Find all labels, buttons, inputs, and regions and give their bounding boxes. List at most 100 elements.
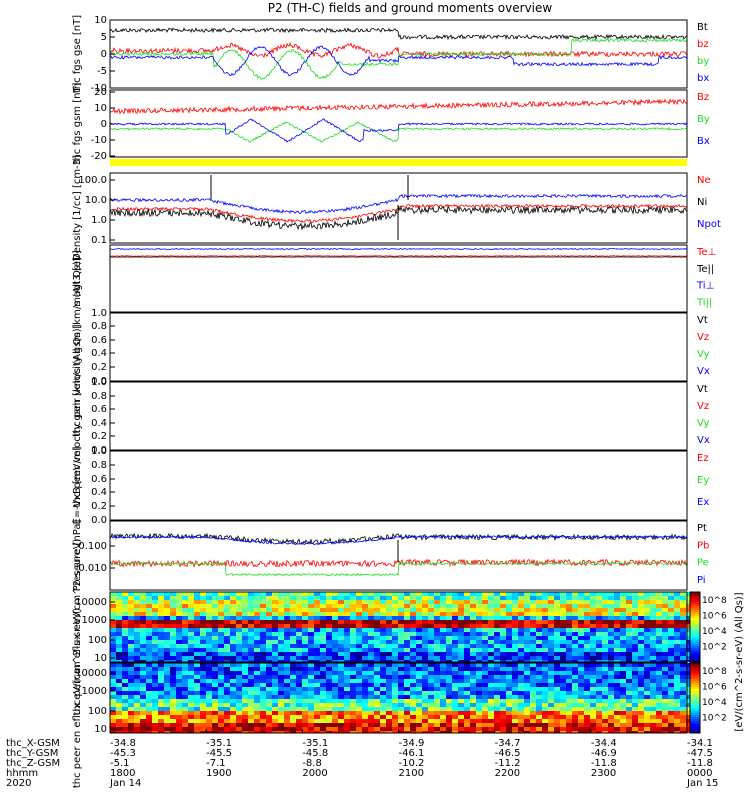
spectro-cell bbox=[386, 644, 392, 648]
spectro-cell bbox=[122, 727, 128, 731]
spectro-cell bbox=[590, 719, 596, 723]
spectro-cell bbox=[686, 600, 692, 604]
spectro-cell bbox=[524, 640, 530, 644]
spectro-cell bbox=[254, 600, 260, 604]
spectro-cell bbox=[488, 608, 494, 612]
spectro-cell bbox=[290, 691, 296, 695]
spectro-cell bbox=[512, 624, 518, 628]
x-tick-label: 0000 bbox=[687, 768, 712, 779]
spectro-cell bbox=[338, 679, 344, 683]
spectro-cell bbox=[302, 592, 308, 596]
spectro-cell bbox=[278, 604, 284, 608]
spectro-cell bbox=[680, 648, 686, 652]
spectro-cell bbox=[440, 616, 446, 620]
spectro-cell bbox=[548, 640, 554, 644]
spectro-cell bbox=[410, 731, 416, 733]
spectro-cell bbox=[560, 707, 566, 711]
spectro-cell bbox=[146, 667, 152, 671]
spectro-cell bbox=[152, 604, 158, 608]
spectro-cell bbox=[620, 624, 626, 628]
spectro-cell bbox=[200, 723, 206, 727]
spectro-cell bbox=[524, 679, 530, 683]
spectro-cell bbox=[242, 663, 248, 667]
spectro-cell bbox=[116, 612, 122, 616]
spectro-cell bbox=[386, 695, 392, 699]
spectro-cell bbox=[404, 711, 410, 715]
spectro-cell bbox=[404, 612, 410, 616]
colorbar-cell bbox=[690, 604, 700, 606]
spectro-cell bbox=[302, 679, 308, 683]
spectro-cell bbox=[212, 632, 218, 636]
spectro-cell bbox=[638, 640, 644, 644]
spectro-cell bbox=[638, 608, 644, 612]
spectro-cell bbox=[260, 731, 266, 733]
spectro-cell bbox=[116, 624, 122, 628]
spectro-cell bbox=[272, 695, 278, 699]
y-axis-label: thc peer velocity gsm [km/s (All Qs)] bbox=[72, 324, 83, 507]
spectro-cell bbox=[128, 703, 134, 707]
colorbar-cell bbox=[690, 626, 700, 628]
spectro-cell bbox=[524, 675, 530, 679]
spectro-cell bbox=[656, 695, 662, 699]
spectro-cell bbox=[332, 624, 338, 628]
spectro-cell bbox=[482, 679, 488, 683]
spectro-cell bbox=[608, 723, 614, 727]
spectro-cell bbox=[578, 711, 584, 715]
spectro-cell bbox=[362, 703, 368, 707]
y-tick-label: 0.4 bbox=[91, 418, 107, 429]
spectro-cell bbox=[512, 640, 518, 644]
spectro-cell bbox=[362, 656, 368, 660]
spectro-cell bbox=[350, 699, 356, 703]
colorbar-label: [eV/(cm^2-s-sr-eV) (All Qs)] bbox=[734, 592, 745, 731]
spectro-cell bbox=[392, 691, 398, 695]
spectro-cell bbox=[206, 612, 212, 616]
spectro-cell bbox=[548, 604, 554, 608]
spectro-cell bbox=[362, 636, 368, 640]
spectro-cell bbox=[158, 663, 164, 667]
spectro-cell bbox=[572, 731, 578, 733]
colorbar-frame bbox=[689, 591, 701, 663]
spectro-cell bbox=[260, 699, 266, 703]
spectro-cell bbox=[266, 683, 272, 687]
spectro-cell bbox=[596, 648, 602, 652]
spectro-cell bbox=[326, 687, 332, 691]
spectro-cell bbox=[206, 671, 212, 675]
spectro-cell bbox=[566, 656, 572, 660]
spectro-cell bbox=[458, 596, 464, 600]
spectro-cell bbox=[500, 616, 506, 620]
spectro-cell bbox=[668, 612, 674, 616]
spectro-cell bbox=[554, 612, 560, 616]
spectro-cell bbox=[260, 592, 266, 596]
spectro-cell bbox=[374, 620, 380, 624]
spectro-cell bbox=[584, 616, 590, 620]
spectro-cell bbox=[416, 640, 422, 644]
spectro-cell bbox=[122, 640, 128, 644]
spectro-cell bbox=[644, 715, 650, 719]
colorbar-cell bbox=[690, 667, 700, 669]
spectro-cell bbox=[188, 687, 194, 691]
spectro-cell bbox=[164, 632, 170, 636]
spectro-cell bbox=[566, 699, 572, 703]
spectro-cell bbox=[518, 667, 524, 671]
spectro-cell bbox=[380, 707, 386, 711]
spectro-cell bbox=[218, 628, 224, 632]
spectro-cell bbox=[146, 727, 152, 731]
spectro-cell bbox=[386, 699, 392, 703]
spectro-cell bbox=[674, 648, 680, 652]
spectro-cell bbox=[572, 632, 578, 636]
spectro-cell bbox=[374, 663, 380, 667]
spectro-cell bbox=[458, 592, 464, 596]
spectro-cell bbox=[116, 719, 122, 723]
colorbar-cell bbox=[690, 697, 700, 699]
spectro-cell bbox=[248, 620, 254, 624]
spectro-cell bbox=[542, 691, 548, 695]
spectro-cell bbox=[470, 616, 476, 620]
spectro-cell bbox=[212, 703, 218, 707]
spectro-cell bbox=[608, 612, 614, 616]
spectro-cell bbox=[446, 707, 452, 711]
spectro-cell bbox=[332, 644, 338, 648]
spectro-cell bbox=[194, 707, 200, 711]
spectro-cell bbox=[440, 608, 446, 612]
spectro-cell bbox=[128, 628, 134, 632]
spectro-cell bbox=[656, 679, 662, 683]
